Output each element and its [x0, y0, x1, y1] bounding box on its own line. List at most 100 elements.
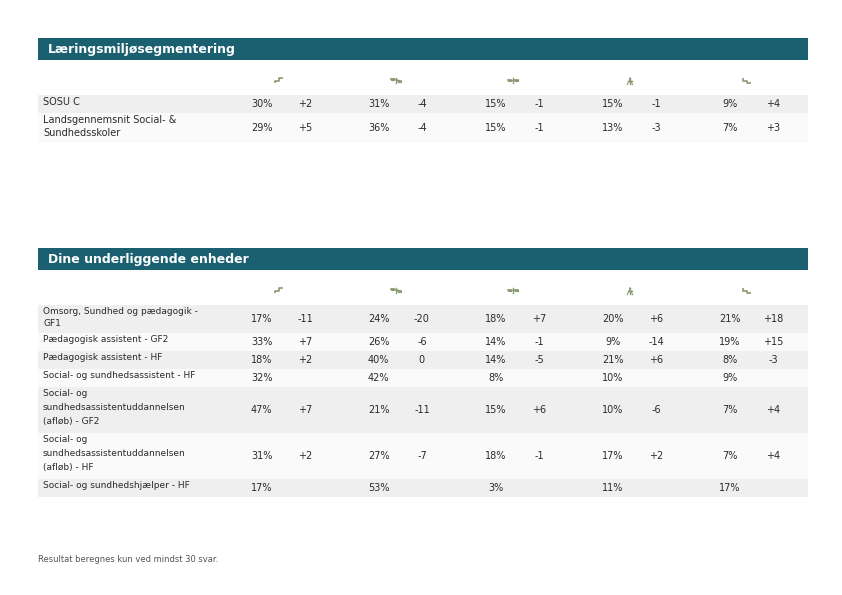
- Text: GF1: GF1: [43, 319, 61, 328]
- FancyBboxPatch shape: [38, 351, 808, 369]
- Text: -1: -1: [534, 337, 544, 347]
- Text: Dine underliggende enheder: Dine underliggende enheder: [48, 253, 248, 266]
- Text: +2: +2: [298, 451, 312, 461]
- Text: 19%: 19%: [719, 337, 740, 347]
- Text: +3: +3: [766, 123, 780, 133]
- Text: +6: +6: [649, 314, 663, 324]
- Text: 17%: 17%: [251, 314, 272, 324]
- Text: 17%: 17%: [602, 451, 623, 461]
- Text: 13%: 13%: [602, 123, 623, 133]
- Text: 21%: 21%: [602, 355, 623, 365]
- Text: -11: -11: [297, 314, 312, 324]
- FancyBboxPatch shape: [38, 333, 808, 351]
- Text: 9%: 9%: [722, 99, 738, 109]
- Text: -1: -1: [651, 99, 661, 109]
- Text: -11: -11: [414, 405, 429, 415]
- Text: 15%: 15%: [485, 405, 506, 415]
- Text: Social- og sundhedsassistent - HF: Social- og sundhedsassistent - HF: [43, 371, 195, 380]
- Text: 7%: 7%: [722, 123, 738, 133]
- Text: +2: +2: [298, 355, 312, 365]
- Text: Landsgennemsnit Social- &: Landsgennemsnit Social- &: [43, 114, 176, 124]
- Text: +5: +5: [298, 123, 312, 133]
- Text: (afløb) - HF: (afløb) - HF: [43, 464, 93, 472]
- Text: +2: +2: [298, 99, 312, 109]
- Text: Pædagogisk assistent - GF2: Pædagogisk assistent - GF2: [43, 336, 168, 345]
- Text: 36%: 36%: [368, 123, 389, 133]
- Text: -4: -4: [417, 99, 427, 109]
- Text: 8%: 8%: [488, 373, 504, 383]
- FancyBboxPatch shape: [38, 305, 808, 333]
- Text: +4: +4: [766, 99, 780, 109]
- Text: 14%: 14%: [485, 337, 506, 347]
- FancyBboxPatch shape: [38, 38, 808, 60]
- Text: 3%: 3%: [488, 483, 504, 493]
- Text: +7: +7: [298, 337, 312, 347]
- FancyBboxPatch shape: [38, 95, 808, 113]
- Text: 18%: 18%: [251, 355, 272, 365]
- Text: +15: +15: [763, 337, 783, 347]
- Text: Social- og sundhedshjælper - HF: Social- og sundhedshjælper - HF: [43, 481, 189, 490]
- Text: 10%: 10%: [602, 405, 623, 415]
- Text: 31%: 31%: [251, 451, 272, 461]
- Text: -6: -6: [417, 337, 427, 347]
- Text: -14: -14: [648, 337, 663, 347]
- Text: 29%: 29%: [251, 123, 272, 133]
- Text: 42%: 42%: [368, 373, 389, 383]
- FancyBboxPatch shape: [38, 369, 808, 387]
- FancyBboxPatch shape: [38, 387, 808, 433]
- Text: +4: +4: [766, 451, 780, 461]
- Text: Læringsmiljøsegmentering: Læringsmiljøsegmentering: [48, 43, 236, 56]
- Text: 21%: 21%: [719, 314, 740, 324]
- Text: 24%: 24%: [368, 314, 389, 324]
- Text: +7: +7: [532, 314, 546, 324]
- Text: 15%: 15%: [485, 99, 506, 109]
- Text: sundhedsassistentuddannelsen: sundhedsassistentuddannelsen: [43, 403, 186, 412]
- Text: 47%: 47%: [251, 405, 272, 415]
- Text: Social- og: Social- og: [43, 436, 88, 444]
- Text: -7: -7: [417, 451, 427, 461]
- Text: 27%: 27%: [368, 451, 389, 461]
- Text: 14%: 14%: [485, 355, 506, 365]
- Text: 11%: 11%: [602, 483, 623, 493]
- Text: -1: -1: [534, 123, 544, 133]
- Text: Social- og: Social- og: [43, 390, 88, 399]
- Text: Resultat beregnes kun ved mindst 30 svar.: Resultat beregnes kun ved mindst 30 svar…: [38, 555, 218, 564]
- Text: 20%: 20%: [602, 314, 623, 324]
- Text: 7%: 7%: [722, 405, 738, 415]
- Text: 53%: 53%: [368, 483, 389, 493]
- Text: 31%: 31%: [368, 99, 389, 109]
- Text: 18%: 18%: [485, 314, 506, 324]
- Text: -3: -3: [651, 123, 661, 133]
- Text: 9%: 9%: [722, 373, 738, 383]
- Text: +18: +18: [763, 314, 783, 324]
- Text: 18%: 18%: [485, 451, 506, 461]
- Text: -1: -1: [534, 99, 544, 109]
- Text: -6: -6: [651, 405, 661, 415]
- Text: 8%: 8%: [722, 355, 738, 365]
- FancyBboxPatch shape: [38, 113, 808, 143]
- FancyBboxPatch shape: [38, 479, 808, 497]
- Text: Pædagogisk assistent - HF: Pædagogisk assistent - HF: [43, 353, 163, 362]
- Text: +4: +4: [766, 405, 780, 415]
- Text: 21%: 21%: [368, 405, 389, 415]
- Text: +6: +6: [649, 355, 663, 365]
- Text: 0: 0: [418, 355, 425, 365]
- Text: 9%: 9%: [605, 337, 621, 347]
- Text: +2: +2: [649, 451, 663, 461]
- Text: +7: +7: [298, 405, 312, 415]
- Text: 7%: 7%: [722, 451, 738, 461]
- Text: sundhedsassistentuddannelsen: sundhedsassistentuddannelsen: [43, 449, 186, 458]
- Text: 30%: 30%: [251, 99, 272, 109]
- Text: 32%: 32%: [251, 373, 272, 383]
- Text: -20: -20: [414, 314, 429, 324]
- Text: 17%: 17%: [251, 483, 272, 493]
- Text: 40%: 40%: [368, 355, 389, 365]
- Text: +6: +6: [532, 405, 546, 415]
- Text: (afløb) - GF2: (afløb) - GF2: [43, 417, 99, 427]
- FancyBboxPatch shape: [38, 433, 808, 479]
- Text: 10%: 10%: [602, 373, 623, 383]
- FancyBboxPatch shape: [38, 248, 808, 270]
- Text: Omsorg, Sundhed og pædagogik -: Omsorg, Sundhed og pædagogik -: [43, 306, 198, 315]
- Text: -5: -5: [534, 355, 544, 365]
- Text: 17%: 17%: [719, 483, 740, 493]
